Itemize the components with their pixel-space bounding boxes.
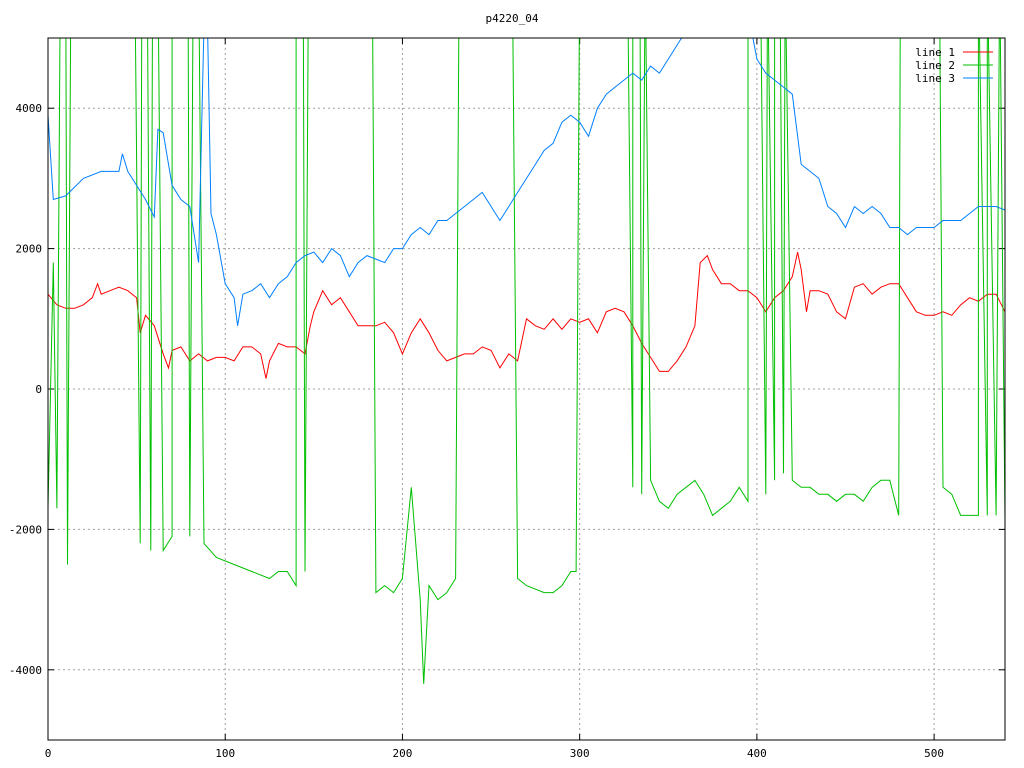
chart-title: p4220_04: [486, 12, 539, 25]
y-tick-label: 0: [35, 383, 42, 396]
x-tick-label: 0: [45, 747, 52, 760]
legend-label: line 2: [915, 59, 955, 72]
series-line-2: [48, 38, 1005, 684]
legend-label: line 3: [915, 72, 955, 85]
y-tick-label: -2000: [9, 523, 42, 536]
x-tick-label: 500: [924, 747, 944, 760]
y-tick-label: -4000: [9, 664, 42, 677]
series-line-3: [48, 38, 1005, 326]
y-tick-label: 4000: [16, 102, 43, 115]
series-line-1: [48, 251, 1005, 379]
x-tick-label: 400: [747, 747, 767, 760]
x-tick-label: 200: [393, 747, 413, 760]
x-tick-label: 100: [215, 747, 235, 760]
plot-border: [47, 37, 1006, 741]
y-tick-label: 2000: [16, 243, 43, 256]
legend-label: line 1: [915, 46, 955, 59]
x-tick-label: 300: [570, 747, 590, 760]
